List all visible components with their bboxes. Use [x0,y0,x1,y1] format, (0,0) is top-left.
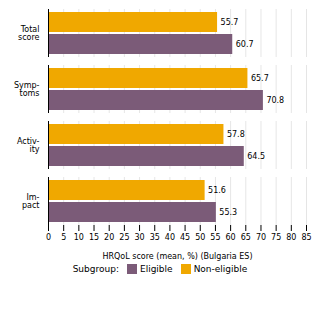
svg-text:70.8: 70.8 [266,96,284,105]
svg-text:30: 30 [134,233,144,242]
html-text:Subgroup:: Subgroup: [72,264,119,274]
svg-text:35: 35 [150,233,160,242]
svg-text:64.5: 64.5 [247,152,265,161]
svg-text:65.7: 65.7 [251,74,269,83]
svg-text:0: 0 [46,233,51,242]
svg-text:55.3: 55.3 [219,208,237,217]
svg-text:20: 20 [104,233,114,242]
svg-text:10: 10 [74,233,84,242]
svg-text:70: 70 [256,233,266,242]
svg-text:55.7: 55.7 [221,18,239,27]
svg-text:75: 75 [271,233,281,242]
svg-text:Activ-ity: Activ-ity [17,137,40,154]
svg-text:80: 80 [286,233,296,242]
svg-text:5: 5 [61,233,66,242]
svg-text:57.8: 57.8 [227,130,245,139]
svg-text:51.6: 51.6 [208,186,226,195]
html-text:Non-eligible: Non-eligible [193,264,248,274]
svg-text:85: 85 [301,233,311,242]
svg-text:45: 45 [180,233,190,242]
svg-text:HRQoL score (mean, %) (Bulgari: HRQoL score (mean, %) (Bulgaria ES) [102,252,252,261]
svg-text:Totalscore: Totalscore [18,25,40,42]
svg-text:55: 55 [210,233,220,242]
svg-text:60: 60 [226,233,236,242]
svg-text:15: 15 [89,233,99,242]
svg-text:50: 50 [195,233,205,242]
svg-text:25: 25 [119,233,129,242]
svg-text:60.7: 60.7 [236,40,254,49]
svg-text:40: 40 [165,233,175,242]
html-text:Eligible: Eligible [140,264,173,274]
svg-text:65: 65 [241,233,251,242]
svg-text:Im-pact: Im-pact [22,193,40,210]
svg-text:Symp-toms: Symp-toms [14,81,40,98]
